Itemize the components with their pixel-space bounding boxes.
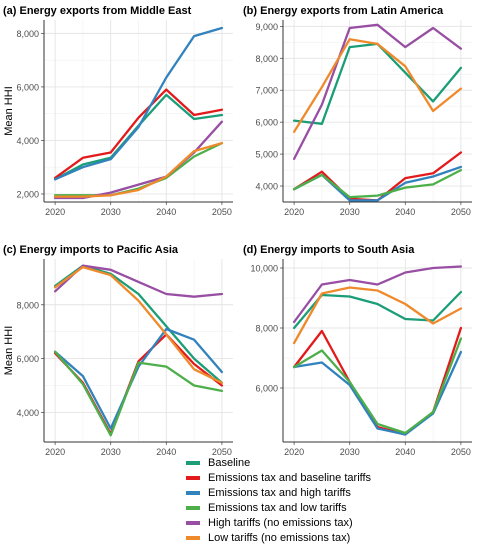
series-line-tax-baseline [53, 88, 224, 180]
legend-item-tax-high: Emissions tax and high tariffs [186, 485, 476, 500]
legend-swatch [186, 460, 200, 465]
x-tick-label: 2050 [451, 447, 471, 457]
x-tick-label: 2040 [395, 207, 415, 217]
series-line-low-tariffs [292, 38, 463, 133]
y-tick-label: 6,000 [16, 354, 39, 364]
panel-title: (c) Energy imports to Pacific Asia [3, 244, 179, 256]
y-tick-label: 6,000 [255, 384, 278, 394]
legend-item-high-tariffs: High tariffs (no emissions tax) [186, 515, 476, 530]
legend-swatch [186, 505, 200, 510]
x-tick-label: 2020 [45, 447, 65, 457]
chart-panel-1: (a) Energy exports from Middle East 2,000… [3, 5, 233, 217]
legend-item-tax-low: Emissions tax and low tariffs [186, 500, 476, 515]
legend-swatch [186, 520, 200, 525]
panel-title: (b) Energy exports from Latin America [243, 5, 444, 17]
series-line-low-tariffs [53, 141, 224, 198]
legend-label: Low tariffs (no emissions tax) [208, 531, 351, 544]
y-tick-label: 10,000 [250, 264, 278, 274]
x-tick-label: 2020 [45, 207, 65, 217]
legend-swatch [186, 490, 200, 495]
legend-label: High tariffs (no emissions tax) [208, 516, 353, 529]
legend-item-tax-baseline: Emissions tax and baseline tariffs [186, 470, 476, 485]
legend-label: Emissions tax and baseline tariffs [208, 471, 372, 484]
y-tick-label: 4,000 [16, 408, 39, 418]
series-line-tax-low [53, 350, 224, 437]
y-axis-label: Mean HHI [3, 86, 15, 136]
series-line-tax-low [292, 337, 463, 435]
x-tick-label: 2040 [156, 447, 176, 457]
y-tick-label: 6,000 [255, 118, 278, 128]
x-tick-label: 2030 [340, 207, 360, 217]
panel-title: (a) Energy exports from Middle East [3, 5, 192, 17]
y-tick-label: 8,000 [16, 29, 39, 39]
series-line-tax-low [292, 168, 463, 199]
x-tick-label: 2050 [451, 207, 471, 217]
legend-label: Emissions tax and high tariffs [208, 486, 351, 499]
chart-panel-3: (c) Energy imports to Pacific Asia 4,000 6… [3, 244, 233, 457]
y-tick-label: 2,000 [16, 189, 39, 199]
series-line-high-tariffs [53, 264, 224, 298]
x-tick-label: 2030 [340, 447, 360, 457]
y-tick-label: 8,000 [16, 300, 39, 310]
legend-item-low-tariffs: Low tariffs (no emissions tax) [186, 530, 476, 545]
y-tick-label: 4,000 [255, 182, 278, 192]
legend-label: Baseline [208, 456, 251, 469]
x-tick-label: 2050 [212, 447, 232, 457]
y-tick-label: 4,000 [16, 136, 39, 146]
series-line-low-tariffs [53, 265, 224, 384]
y-tick-label: 9,000 [255, 22, 278, 32]
series-line-low-tariffs [292, 286, 463, 345]
x-tick-label: 2030 [101, 447, 121, 457]
legend-swatch [186, 535, 200, 540]
y-axis-label: Mean HHI [3, 326, 15, 376]
legend-item-baseline: Baseline [186, 455, 476, 470]
y-tick-label: 8,000 [255, 324, 278, 334]
series-line-tax-high [292, 350, 463, 436]
series-line-tax-low [53, 141, 224, 197]
x-tick-label: 2040 [395, 447, 415, 457]
x-tick-label: 2030 [101, 207, 121, 217]
chart-panel-2: (b) Energy exports from Latin America 4,0… [243, 5, 472, 217]
legend: Baseline Emissions tax and baseline tari… [186, 455, 476, 545]
x-tick-label: 2020 [284, 447, 304, 457]
y-tick-label: 7,000 [255, 86, 278, 96]
y-tick-label: 6,000 [16, 82, 39, 92]
series-line-tax-high [53, 327, 224, 430]
panel-title: (d) Energy imports to South Asia [243, 244, 415, 256]
series-line-tax-high [53, 26, 224, 181]
series-line-high-tariffs [292, 265, 463, 324]
legend-label: Emissions tax and low tariffs [208, 501, 347, 514]
x-tick-label: 2040 [156, 207, 176, 217]
x-tick-label: 2020 [284, 207, 304, 217]
series-line-high-tariffs [292, 23, 463, 161]
y-tick-label: 5,000 [255, 150, 278, 160]
x-tick-label: 2050 [212, 207, 232, 217]
legend-swatch [186, 475, 200, 480]
y-tick-label: 8,000 [255, 54, 278, 64]
chart-panel-4: (d) Energy imports to South Asia 6,000 8,0… [243, 244, 472, 457]
